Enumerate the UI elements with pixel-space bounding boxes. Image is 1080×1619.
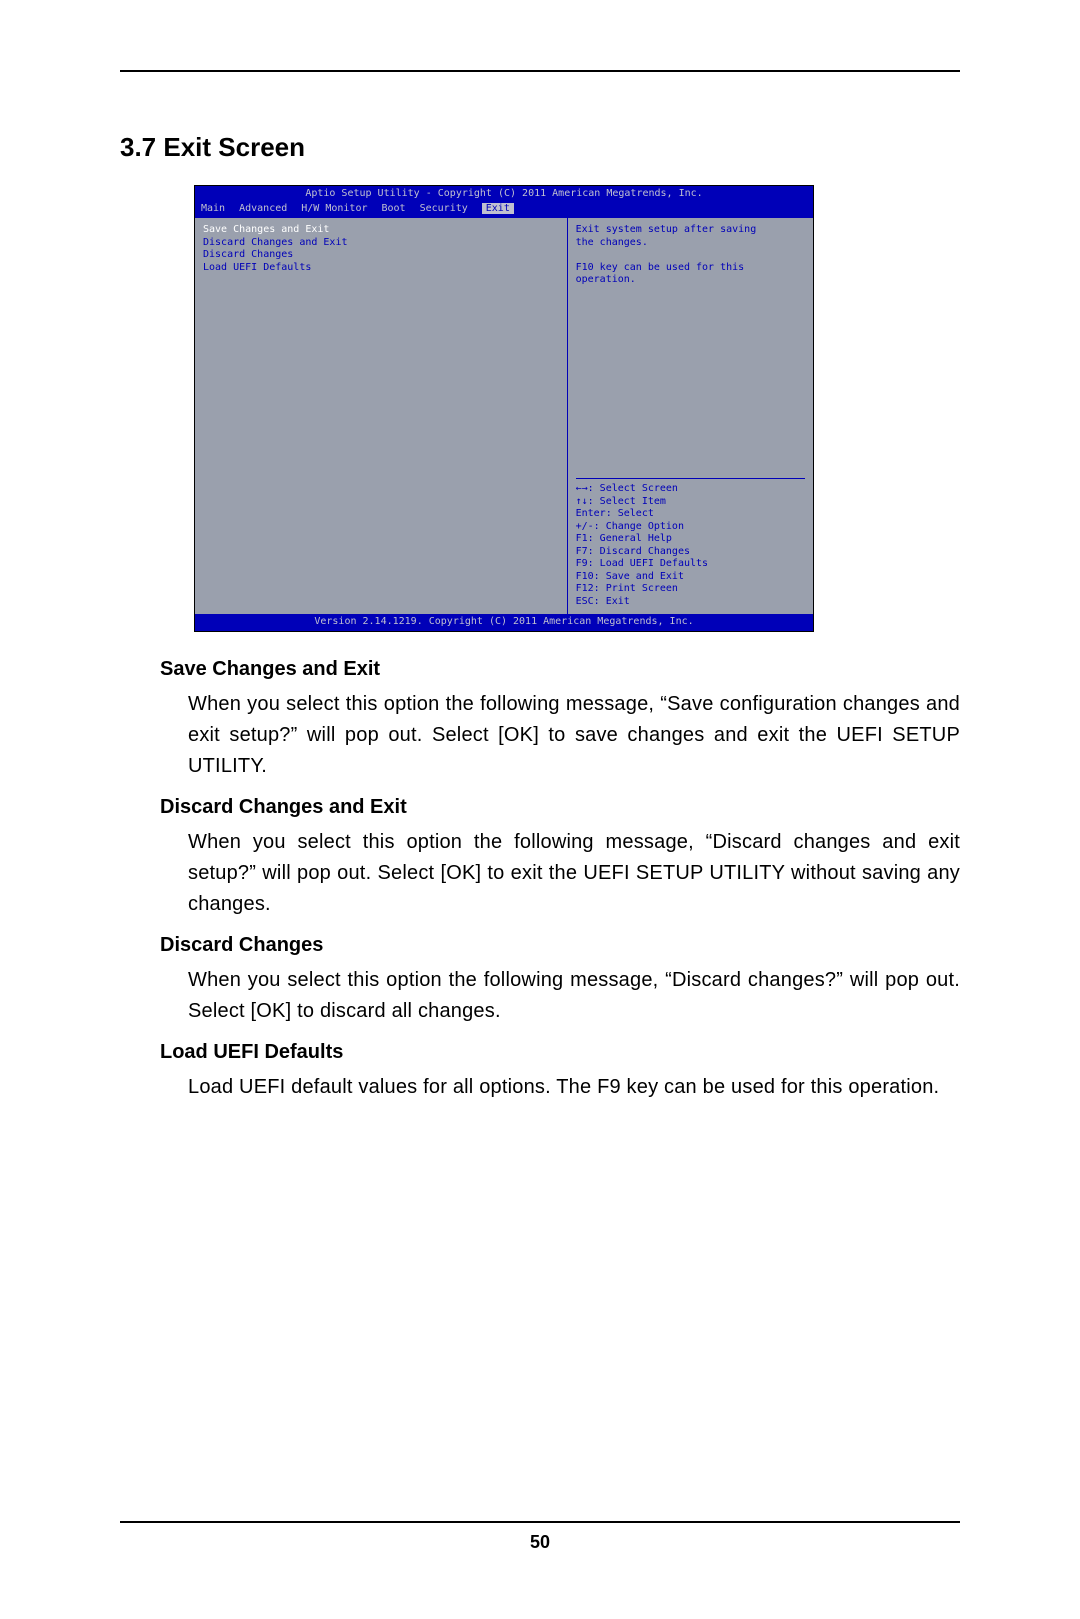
desc-title: Discard Changes (160, 934, 960, 957)
bios-screenshot: Aptio Setup Utility - Copyright (C) 2011… (194, 185, 960, 632)
desc-save-changes-exit: Save Changes and Exit When you select th… (120, 658, 960, 782)
desc-discard-changes: Discard Changes When you select this opt… (120, 934, 960, 1027)
bios-menu-item-discard[interactable]: Discard Changes (203, 249, 559, 262)
bios-key-line: F1: General Help (576, 533, 805, 546)
bottom-rule (120, 1521, 960, 1523)
bios-key-line: ESC: Exit (576, 596, 805, 609)
top-rule (120, 70, 960, 72)
bios-tab-boot[interactable]: Boot (382, 203, 406, 214)
bios-key-line: ↑↓: Select Item (576, 496, 805, 509)
bios-key-line: +/-: Change Option (576, 521, 805, 534)
desc-body: When you select this option the followin… (188, 689, 960, 782)
bios-help-line: the changes. (576, 237, 805, 250)
bios-tab-hwmonitor[interactable]: H/W Monitor (301, 203, 367, 214)
bios-key-line: F10: Save and Exit (576, 571, 805, 584)
bios-help-line: Exit system setup after saving (576, 224, 805, 237)
desc-discard-changes-exit: Discard Changes and Exit When you select… (120, 796, 960, 920)
bios-help-line (576, 249, 805, 262)
bios-help-line: F10 key can be used for this (576, 262, 805, 275)
bios-tab-security[interactable]: Security (420, 203, 468, 214)
bios-help-pane: Exit system setup after saving the chang… (567, 218, 813, 614)
bios-key-line: F9: Load UEFI Defaults (576, 558, 805, 571)
bios-tab-main[interactable]: Main (201, 203, 225, 214)
desc-body: When you select this option the followin… (188, 965, 960, 1027)
bios-help-line: operation. (576, 274, 805, 287)
bios-key-legend: ←→: Select Screen ↑↓: Select Item Enter:… (576, 478, 805, 608)
bios-menu-pane: Save Changes and Exit Discard Changes an… (195, 218, 567, 614)
desc-body: When you select this option the followin… (188, 827, 960, 920)
desc-body: Load UEFI default values for all options… (188, 1072, 960, 1103)
desc-title: Load UEFI Defaults (160, 1041, 960, 1064)
bios-key-line: Enter: Select (576, 508, 805, 521)
bios-tab-bar: Main Advanced H/W Monitor Boot Security Exit (195, 203, 813, 219)
bios-menu-item-discard-exit[interactable]: Discard Changes and Exit (203, 237, 559, 250)
desc-load-uefi-defaults: Load UEFI Defaults Load UEFI default val… (120, 1041, 960, 1103)
bios-key-line: ←→: Select Screen (576, 483, 805, 496)
bios-tab-exit[interactable]: Exit (482, 203, 514, 214)
desc-title: Save Changes and Exit (160, 658, 960, 681)
bios-key-line: F12: Print Screen (576, 583, 805, 596)
bios-menu-item-save-exit[interactable]: Save Changes and Exit (203, 224, 559, 237)
section-heading: 3.7 Exit Screen (120, 132, 960, 163)
bios-footer-bar: Version 2.14.1219. Copyright (C) 2011 Am… (195, 614, 813, 631)
bios-title-bar: Aptio Setup Utility - Copyright (C) 2011… (195, 186, 813, 203)
bios-tab-advanced[interactable]: Advanced (239, 203, 287, 214)
bios-menu-item-load-defaults[interactable]: Load UEFI Defaults (203, 262, 559, 275)
page-number: 50 (120, 1532, 960, 1553)
bios-key-line: F7: Discard Changes (576, 546, 805, 559)
desc-title: Discard Changes and Exit (160, 796, 960, 819)
